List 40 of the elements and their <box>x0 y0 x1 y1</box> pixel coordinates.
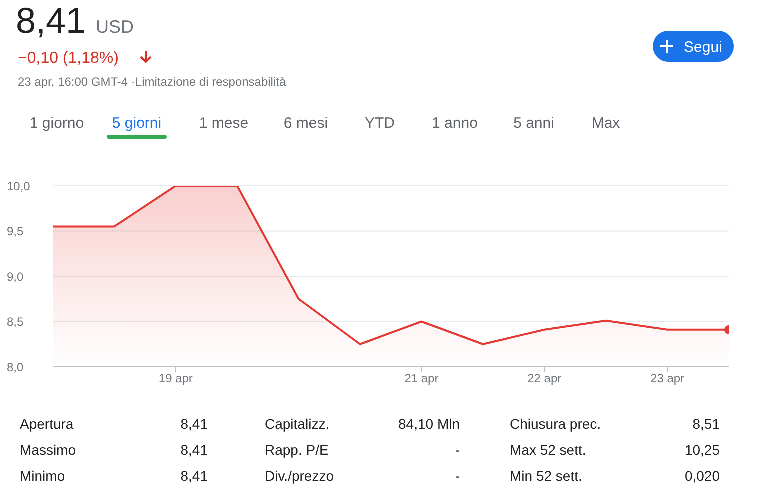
text: Rapp. P/E <box>265 442 329 458</box>
text: 8,41 <box>180 416 208 432</box>
x-tick-label: 21 apr <box>404 372 439 386</box>
text: 8,41 <box>180 442 208 458</box>
x-tick-label: 22 apr <box>528 372 562 386</box>
text: 8,41 <box>180 468 208 484</box>
text: 8,51 <box>692 416 720 432</box>
text: 0,020 <box>684 468 720 484</box>
text: - <box>455 442 460 458</box>
button: Segui <box>653 31 734 62</box>
text: 84,10 Mln <box>398 416 460 432</box>
text: Max 52 sett. <box>510 442 586 458</box>
text: Div./prezzo <box>265 468 334 484</box>
y-tick-label: 8,5 <box>7 315 24 330</box>
text: Minimo <box>20 468 66 484</box>
text: Capitalizz. <box>265 416 330 432</box>
text: 5 anni <box>514 115 554 132</box>
y-tick-label: 9,5 <box>7 224 24 239</box>
text: Chiusura prec. <box>510 416 602 432</box>
y-tick-label: 9,0 <box>7 270 24 284</box>
text: −0,10 (1,18%) <box>18 50 119 67</box>
text: 1 anno <box>432 115 478 132</box>
text: 1 giorno <box>30 115 84 132</box>
text: Min 52 sett. <box>510 468 582 484</box>
text: 1 mese <box>199 115 249 132</box>
text: 23 apr, 16:00 GMT-4 ·Limitazione di responsabilità <box>18 75 286 89</box>
text: Apertura <box>20 416 74 432</box>
y-tick-label: 10,0 <box>7 179 31 194</box>
text: 8,41 <box>16 0 86 41</box>
text: - <box>455 468 460 484</box>
text: Max <box>592 115 621 132</box>
text: 5 giorni <box>112 115 162 132</box>
text: 6 mesi <box>284 115 328 132</box>
text: Massimo <box>20 442 76 458</box>
text: YTD <box>365 115 396 132</box>
x-tick-label: 19 apr <box>158 372 193 386</box>
y-tick-label: 8,0 <box>7 360 24 374</box>
text: 10,25 <box>684 442 720 458</box>
x-tick-label: 23 apr <box>650 372 685 386</box>
text: USD <box>96 17 134 37</box>
